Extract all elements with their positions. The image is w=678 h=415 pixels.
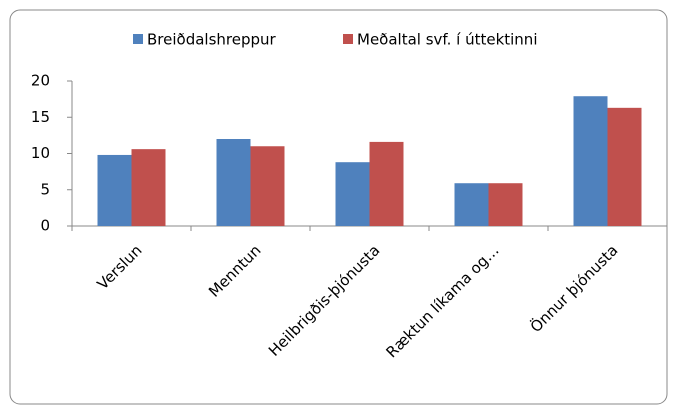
y-tick-label: 10 bbox=[31, 144, 50, 162]
bar bbox=[573, 96, 608, 226]
bar bbox=[335, 162, 370, 226]
y-tick-label: 15 bbox=[31, 108, 50, 126]
bar bbox=[250, 146, 285, 226]
y-tick-label: 0 bbox=[40, 217, 50, 235]
bar bbox=[369, 141, 404, 226]
bar bbox=[607, 107, 642, 226]
legend-swatch bbox=[133, 34, 143, 44]
bar bbox=[454, 183, 489, 226]
bar bbox=[216, 139, 251, 226]
legend-swatch bbox=[343, 34, 353, 44]
bar bbox=[488, 183, 523, 226]
bar bbox=[97, 154, 132, 226]
y-tick-label: 5 bbox=[40, 180, 50, 198]
bar bbox=[131, 149, 166, 226]
y-tick-label: 20 bbox=[31, 72, 50, 90]
legend-label: Breiðdalshreppur bbox=[147, 31, 277, 49]
legend-label: Meðaltal svf. í úttektinni bbox=[357, 31, 537, 49]
